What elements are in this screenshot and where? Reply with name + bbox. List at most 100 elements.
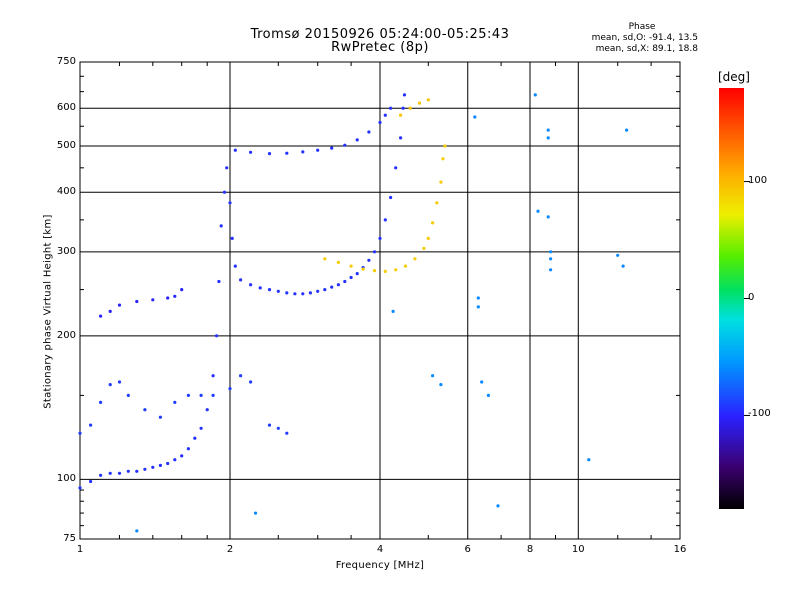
data-point <box>349 275 353 280</box>
data-point <box>180 454 184 458</box>
data-point <box>253 511 258 515</box>
data-point <box>616 253 620 257</box>
data-point <box>78 431 82 435</box>
y-tick-label: 400 <box>56 186 76 198</box>
data-point <box>199 393 203 397</box>
data-point <box>476 305 480 309</box>
y-tick-label: 500 <box>56 139 76 151</box>
data-point <box>476 296 480 300</box>
data-point <box>431 374 435 378</box>
data-point <box>443 144 447 148</box>
data-point <box>389 195 393 200</box>
colorbar-tick-label: 100 <box>748 174 768 186</box>
data-point <box>533 93 537 97</box>
data-point <box>267 152 272 156</box>
data-point <box>217 279 221 284</box>
data-point <box>422 246 426 250</box>
data-point <box>249 283 253 287</box>
data-point <box>99 314 103 318</box>
data-point <box>211 393 215 397</box>
data-point <box>546 215 550 219</box>
data-point <box>323 257 327 261</box>
data-point <box>367 258 371 262</box>
data-point <box>355 138 359 142</box>
data-point <box>408 106 412 110</box>
data-point <box>361 267 365 271</box>
x-tick-label: 16 <box>673 544 687 555</box>
data-point <box>330 285 334 289</box>
data-point <box>239 374 243 378</box>
data-point <box>239 278 243 282</box>
data-point <box>399 113 403 117</box>
data-point <box>336 283 340 287</box>
data-point <box>546 128 550 132</box>
data-point <box>117 380 122 384</box>
data-point <box>135 299 139 304</box>
data-point <box>233 264 237 268</box>
data-point <box>180 288 184 292</box>
data-point <box>158 463 162 467</box>
y-tick-label: 300 <box>56 245 76 257</box>
chart-subtitle: RwPretec (8p) <box>331 40 429 55</box>
data-point <box>316 289 320 293</box>
data-point <box>383 113 387 117</box>
data-point <box>431 221 435 225</box>
data-point <box>249 150 253 154</box>
data-point <box>587 458 591 462</box>
data-point <box>285 431 289 435</box>
data-point <box>378 236 382 240</box>
data-point <box>186 393 190 397</box>
y-tick-label: 100 <box>56 473 76 485</box>
phase-title: Phase <box>628 22 656 32</box>
data-points <box>78 93 629 533</box>
data-point <box>126 393 130 397</box>
colorbar-tick-label: -100 <box>748 408 771 420</box>
data-point <box>343 143 347 147</box>
data-point <box>135 529 139 533</box>
data-point <box>276 289 280 293</box>
data-point <box>355 272 359 276</box>
data-point <box>343 279 347 284</box>
data-point <box>546 136 550 140</box>
data-point <box>625 128 629 132</box>
data-point <box>336 260 340 264</box>
data-point <box>417 101 422 105</box>
data-point <box>99 400 103 404</box>
data-point <box>426 236 430 240</box>
data-point <box>135 469 139 473</box>
data-point <box>301 150 305 154</box>
grid-lines <box>80 62 680 539</box>
data-point <box>323 288 327 292</box>
data-point <box>108 309 112 313</box>
axis-ticks <box>80 62 680 539</box>
data-point <box>441 157 445 161</box>
data-point <box>108 471 112 475</box>
data-point <box>108 383 112 387</box>
data-point <box>316 148 320 152</box>
data-point <box>621 264 625 268</box>
data-point <box>143 467 147 471</box>
data-point <box>496 504 500 508</box>
data-point <box>166 461 170 466</box>
data-point <box>383 218 387 222</box>
data-point <box>233 148 237 152</box>
data-point <box>399 136 403 140</box>
data-point <box>413 257 417 261</box>
data-point <box>285 151 289 155</box>
data-point <box>401 106 405 110</box>
x-tick-label: 1 <box>76 544 84 555</box>
data-point <box>285 291 289 295</box>
data-point <box>222 190 227 194</box>
data-point <box>389 106 393 110</box>
colorbar <box>719 88 744 509</box>
data-point <box>199 426 203 430</box>
data-point <box>151 298 155 302</box>
data-point <box>228 201 232 205</box>
data-point <box>378 120 382 125</box>
data-point <box>439 180 443 184</box>
data-point <box>173 294 177 298</box>
data-point <box>383 269 387 273</box>
data-point <box>439 383 443 387</box>
data-point <box>211 374 215 378</box>
